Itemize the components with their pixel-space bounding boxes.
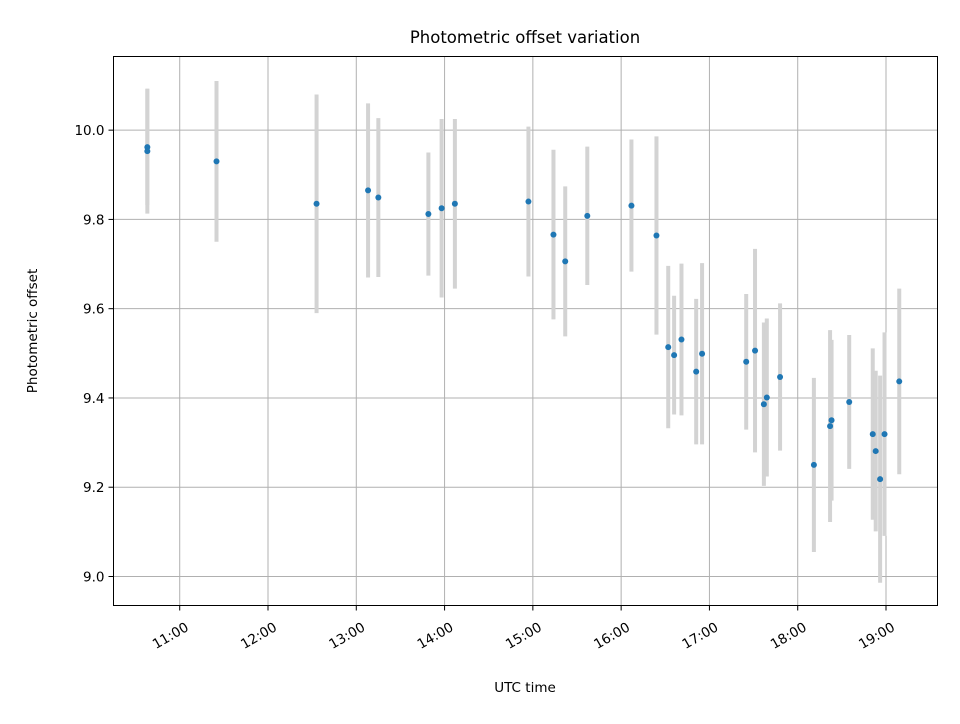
- data-point: [144, 148, 151, 155]
- data-point: [213, 158, 220, 165]
- data-point: [451, 200, 458, 207]
- data-point: [872, 448, 879, 455]
- data-point: [896, 378, 903, 385]
- data-point: [425, 211, 432, 218]
- x-axis-label: UTC time: [494, 680, 556, 696]
- data-point: [562, 258, 569, 265]
- y-tick-label: 10.0: [74, 123, 104, 139]
- y-tick-label: 9.4: [83, 391, 104, 407]
- data-point: [743, 358, 750, 365]
- grid: [113, 56, 938, 606]
- data-point: [760, 401, 767, 408]
- y-tick-label: 9.2: [83, 480, 104, 496]
- data-point: [763, 394, 770, 401]
- data-point: [846, 398, 853, 405]
- data-points: [144, 144, 903, 483]
- data-point: [365, 187, 372, 194]
- data-point: [438, 205, 445, 212]
- y-tick-label: 9.0: [83, 569, 104, 585]
- data-point: [665, 344, 672, 351]
- data-point: [827, 423, 834, 430]
- y-tick-label: 9.6: [83, 302, 104, 318]
- data-point: [828, 417, 835, 424]
- data-point: [313, 200, 320, 207]
- y-axis-label: Photometric offset: [25, 269, 41, 393]
- data-point: [877, 476, 884, 483]
- data-point: [653, 232, 660, 239]
- plot-frame: [113, 56, 938, 606]
- data-point: [881, 431, 888, 438]
- data-point: [810, 461, 817, 468]
- data-point: [550, 231, 557, 238]
- data-point: [584, 212, 591, 219]
- data-point: [671, 352, 678, 359]
- data-point: [693, 368, 700, 375]
- data-point: [628, 202, 635, 209]
- y-tick-label: 9.8: [83, 212, 104, 228]
- chart-title: Photometric offset variation: [410, 28, 640, 47]
- data-point: [752, 347, 759, 354]
- data-point: [869, 431, 876, 438]
- data-point: [375, 194, 382, 201]
- data-point: [777, 373, 784, 380]
- data-point: [525, 198, 532, 205]
- data-point: [699, 350, 706, 357]
- data-point: [678, 336, 685, 343]
